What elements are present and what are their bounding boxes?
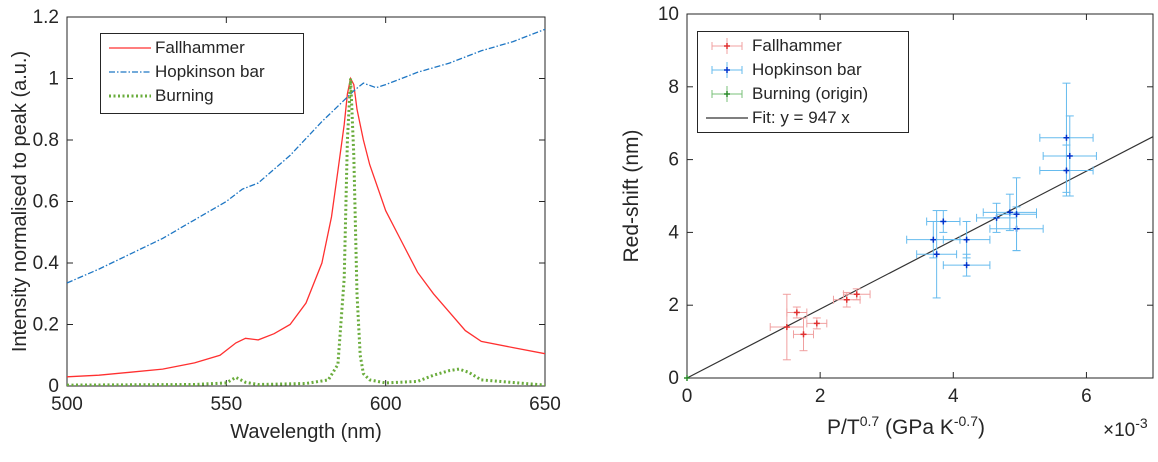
data-point-hopkinson-bar <box>996 177 1037 252</box>
x-tick-label: 600 <box>370 394 402 415</box>
legend-entry-burning-origin: Burning (origin) <box>698 83 908 105</box>
series-line-burning <box>67 78 545 386</box>
y-tick-label: 1 <box>48 69 59 90</box>
x-tick-label: 0 <box>682 386 693 407</box>
data-point-hopkinson-bar <box>1042 115 1097 197</box>
x-tick-label: 500 <box>51 394 83 415</box>
y-tick-label: 0.4 <box>33 253 60 274</box>
legend-label-burning-origin: Burning (origin) <box>752 84 869 103</box>
x-tick-label: 550 <box>210 394 242 415</box>
legend-entry-burning: Burning <box>101 85 303 107</box>
legend-right-chart: Fallhammer Hopkinson bar Burning (origin… <box>697 31 909 133</box>
x-tick-label: 2 <box>815 386 826 407</box>
legend-sample-fallhammer <box>109 47 151 49</box>
x-axis-label-part: 0.7 <box>860 413 880 429</box>
y-tick-label: 0 <box>668 368 679 389</box>
series-line-hopkinson-bar <box>67 28 545 284</box>
x-axis-label: Wavelength (nm) <box>230 421 382 443</box>
legend-label-hopkinson: Hopkinson bar <box>155 62 265 81</box>
x-axis-multiplier: ×10-3 <box>1103 415 1148 441</box>
legend-sample-fit <box>706 117 748 119</box>
data-point-hopkinson-bar <box>982 193 1037 232</box>
legend-sample-burning <box>109 94 151 98</box>
chart-0-axes: 500 550 600 650 0 0.2 0.4 0.6 0.8 1 1.2 <box>33 7 561 415</box>
y-tick-label: 6 <box>668 150 679 171</box>
legend-entry-fallhammer-points: Fallhammer <box>698 35 908 57</box>
x-axis-label: P/T0.7 (GPa K-0.7) <box>827 413 985 439</box>
y-tick-label: 1.2 <box>33 7 59 28</box>
legend-entry-hopkinson: Hopkinson bar <box>101 61 303 83</box>
y-axis-label: Intensity normalised to peak (a.u.) <box>9 51 31 352</box>
x-tick-label: 4 <box>948 386 959 407</box>
y-tick-label: 10 <box>658 4 679 25</box>
data-point-hopkinson-bar <box>942 220 991 259</box>
y-tick-label: 2 <box>668 295 679 316</box>
legend-label-fallhammer: Fallhammer <box>155 38 245 57</box>
series-line-fallhammer <box>67 76 545 378</box>
legend-label-fallhammer-points: Fallhammer <box>752 36 842 55</box>
multiplier-exponent: -3 <box>1135 415 1148 431</box>
data-point-hopkinson-bar <box>942 253 991 277</box>
data-point-hopkinson-bar <box>926 210 961 233</box>
x-tick-label: 6 <box>1081 386 1092 407</box>
y-axis-label: Red-shift (nm) <box>620 129 643 262</box>
y-tick-label: 0 <box>48 376 59 397</box>
legend-entry-fallhammer: Fallhammer <box>101 37 303 59</box>
data-point-fallhammer <box>806 317 828 330</box>
plot-frame <box>686 13 1154 379</box>
data-point-hopkinson-bar <box>1039 144 1094 197</box>
legend-sample-burning-origin <box>711 86 743 102</box>
legend-sample-fallhammer-points <box>711 38 743 54</box>
y-tick-label: 0.8 <box>33 130 59 151</box>
data-point-fallhammer <box>842 288 871 301</box>
multiplier-base: ×10 <box>1103 420 1135 441</box>
data-point-fallhammer <box>793 317 814 352</box>
x-axis-label-part: P/T <box>827 416 860 439</box>
x-axis-label-part: -0.7 <box>954 413 978 429</box>
legend-sample-hopkinson <box>109 71 151 73</box>
fit-line <box>687 136 1153 378</box>
x-axis-label-part: (GPa K <box>879 416 954 439</box>
y-tick-label: 4 <box>668 222 679 243</box>
legend-label-hopkinson-points: Hopkinson bar <box>752 60 862 79</box>
legend-label-fit: Fit: y = 947 x <box>752 108 850 127</box>
data-point-burning-origin <box>684 375 690 381</box>
y-tick-label: 0.2 <box>33 315 59 336</box>
chart-1-axes: 0 2 4 6 0 2 4 6 8 10 <box>658 4 1154 407</box>
legend-entry-hopkinson-points: Hopkinson bar <box>698 59 908 81</box>
data-point-fallhammer <box>832 291 861 308</box>
y-tick-label: 0.6 <box>33 192 59 213</box>
x-tick-label: 650 <box>529 394 561 415</box>
legend-label-burning: Burning <box>155 86 214 105</box>
data-point-fallhammer <box>786 306 808 319</box>
data-point-fallhammer <box>769 293 804 361</box>
y-tick-label: 8 <box>668 77 679 98</box>
legend-entry-fit: Fit: y = 947 x <box>698 107 908 129</box>
x-axis-label-part: ) <box>978 416 985 439</box>
data-point-hopkinson-bar <box>916 210 958 299</box>
legend-left-chart: Fallhammer Hopkinson bar Burning <box>100 33 304 114</box>
legend-sample-hopkinson-points <box>711 62 743 78</box>
